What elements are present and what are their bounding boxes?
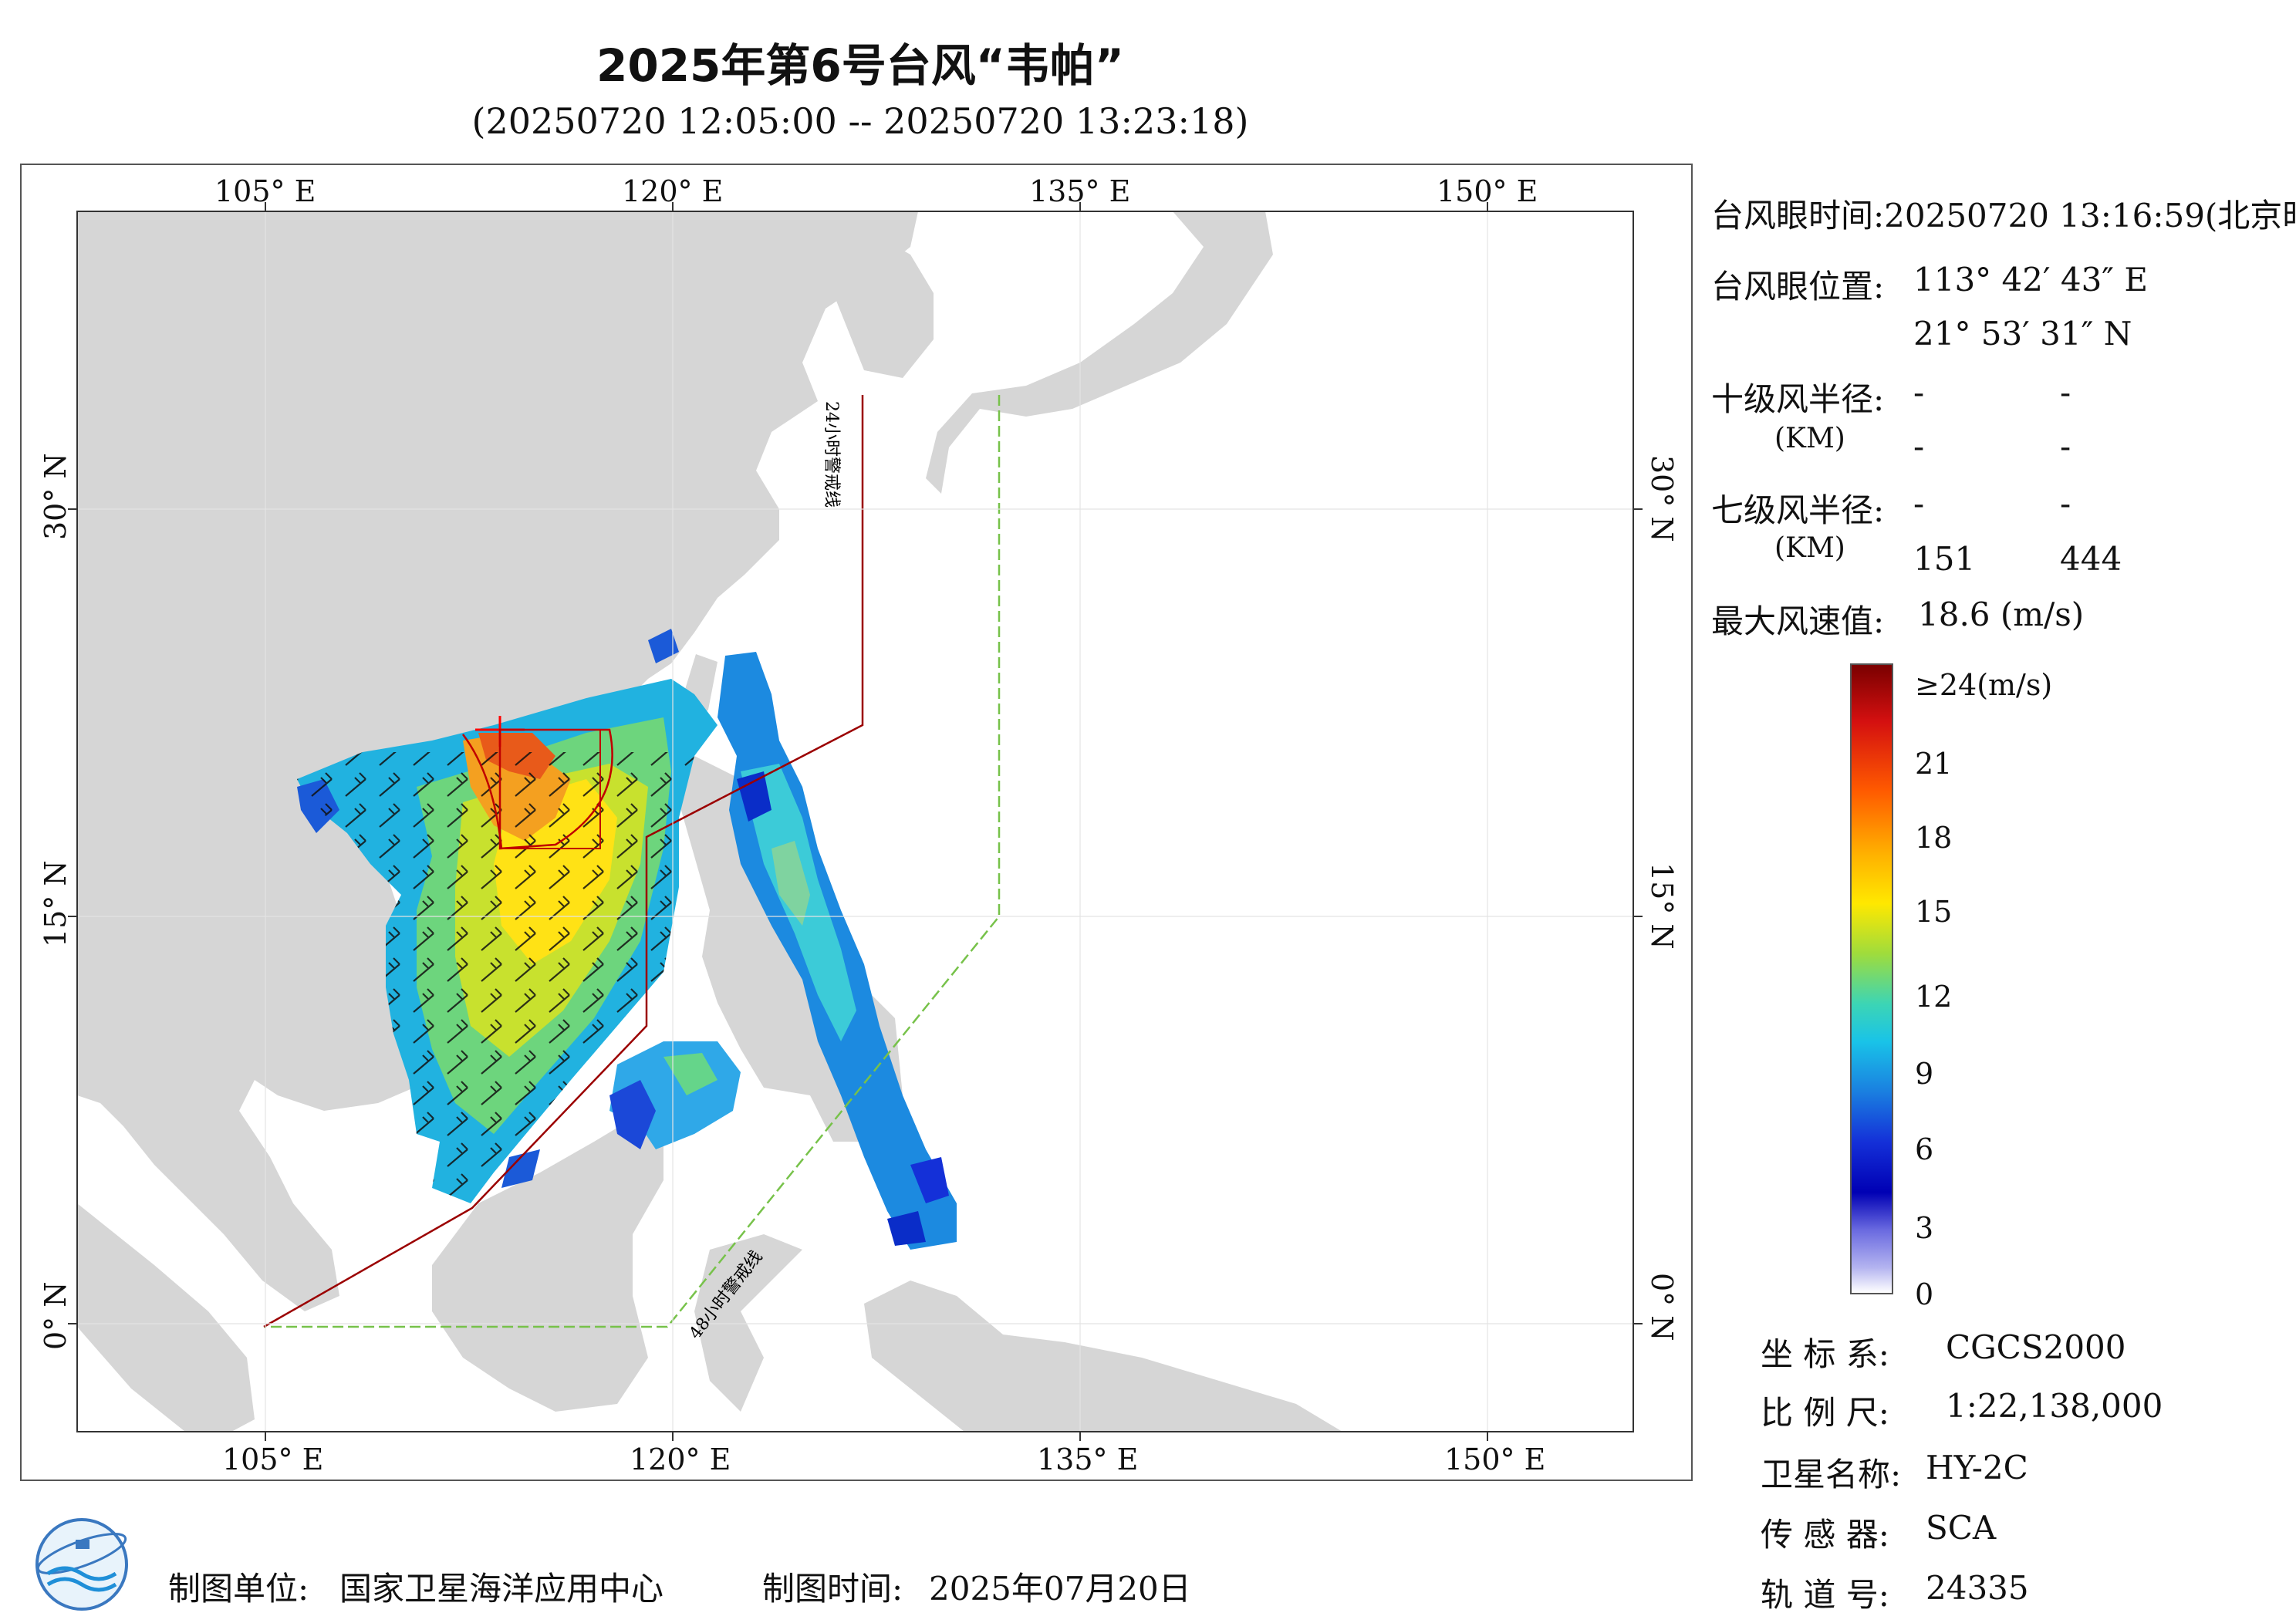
r7-label: 七级风半径: xyxy=(1711,491,1885,529)
colorbar-label-0: 0 xyxy=(1915,1277,1934,1311)
lon-tick-bottom-150: 150° E xyxy=(1444,1442,1546,1476)
r7-value-ne: - xyxy=(1913,484,1925,522)
satellite-value: HY-2C xyxy=(1926,1449,2028,1486)
map-title: 2025年第6号台风“韦帕” xyxy=(596,39,1125,92)
lon-tick-top-135: 135° E xyxy=(1029,174,1131,208)
lat-tick-right-15: 15° N xyxy=(1645,862,1679,950)
r10-unit: (KM) xyxy=(1774,423,1845,454)
production-date-label: 制图时间: xyxy=(762,1570,903,1608)
r7-value-se: - xyxy=(2060,484,2071,522)
colorbar-label-21: 21 xyxy=(1915,747,1953,781)
satellite-label: 卫星名称: xyxy=(1761,1456,1902,1493)
r10-value-nw: - xyxy=(2060,427,2071,465)
tick-marks xyxy=(68,202,1643,1441)
max-wind-value: 18.6 (m/s) xyxy=(1918,596,2085,633)
warning-line-24h-label: 24小时警戒线 xyxy=(822,401,841,508)
r10-value-se: - xyxy=(2060,373,2071,411)
eye-lat-value: 21° 53′ 31″ N xyxy=(1913,315,2132,353)
colorbar-label-18: 18 xyxy=(1915,821,1953,855)
lat-tick-right-30: 30° N xyxy=(1645,455,1679,542)
colorbar-label-6: 6 xyxy=(1915,1132,1934,1166)
producer-label: 制图单位: xyxy=(168,1570,309,1608)
eye-time-value: 20250720 13:16:59(北京时) xyxy=(1884,197,2296,235)
lat-tick-right-0: 0° N xyxy=(1645,1273,1679,1341)
borneo-island xyxy=(432,1119,663,1412)
warning-line-24h xyxy=(263,395,864,1328)
eye-time-row: 台风眼时间:20250720 13:16:59(北京时) xyxy=(1711,190,2296,237)
sulawesi-island xyxy=(694,1234,802,1412)
lon-tick-top-150: 150° E xyxy=(1437,174,1538,208)
production-date-value: 2025年07月20日 xyxy=(929,1570,1191,1608)
sensor-value: SCA xyxy=(1926,1509,1997,1547)
map-frame xyxy=(20,164,1693,1481)
orbit-label: 轨 道 号: xyxy=(1761,1576,1889,1614)
colorbar-label-12: 12 xyxy=(1915,980,1953,1014)
r10-value-sw: - xyxy=(1913,427,1925,465)
colorbar-label-15: 15 xyxy=(1915,895,1953,929)
nsoas-logo xyxy=(35,1518,128,1611)
scale-label: 比 例 尺: xyxy=(1761,1394,1889,1432)
eye-position-label: 台风眼位置: xyxy=(1711,268,1885,305)
producer-value: 国家卫星海洋应用中心 xyxy=(339,1570,664,1608)
lon-tick-bottom-135: 135° E xyxy=(1037,1442,1139,1476)
r7-unit: (KM) xyxy=(1774,532,1845,564)
colorbar-label-3: 3 xyxy=(1915,1211,1934,1245)
asia-mainland xyxy=(77,211,918,1311)
max-wind-row: 最大风速值: 18.6 (m/s) xyxy=(1711,596,2084,643)
typhoon-eye-marker xyxy=(462,716,613,850)
japan-islands xyxy=(926,211,1273,494)
graticule xyxy=(77,211,1633,1432)
lon-tick-bottom-105: 105° E xyxy=(222,1442,324,1476)
lon-tick-top-120: 120° E xyxy=(622,174,724,208)
wind-swath-sulu-sea xyxy=(609,1041,741,1149)
crs-value: CGCS2000 xyxy=(1946,1328,2126,1366)
lat-tick-left-30: 30° N xyxy=(39,453,73,540)
korean-peninsula xyxy=(833,224,934,378)
sumatra-island xyxy=(77,1203,255,1432)
eye-lon-value: 113° 42′ 43″ E xyxy=(1913,261,2148,299)
r7-value-sw: 151 xyxy=(1913,540,1976,578)
sensor-label: 传 感 器: xyxy=(1761,1516,1889,1554)
colorbar-label-9: 9 xyxy=(1915,1057,1934,1091)
r10-value-ne: - xyxy=(1913,373,1925,411)
scale-value: 1:22,138,000 xyxy=(1946,1387,2163,1425)
wind-speed-colorbar xyxy=(1850,663,1893,1294)
new-guinea-island xyxy=(864,1281,1342,1432)
colorbar-label-24: ≥24(m/s) xyxy=(1915,668,2053,702)
max-wind-label: 最大风速值: xyxy=(1711,602,1885,640)
r7-value-nw: 444 xyxy=(2060,540,2122,578)
time-range-subtitle: (20250720 12:05:00 -- 20250720 13:23:18) xyxy=(471,100,1249,142)
warning-line-48h xyxy=(264,395,1001,1328)
eye-time-label: 台风眼时间: xyxy=(1711,197,1885,235)
r10-label: 十级风半径: xyxy=(1711,380,1885,418)
lat-tick-left-15: 15° N xyxy=(39,860,73,947)
lon-tick-bottom-120: 120° E xyxy=(630,1442,731,1476)
map-border xyxy=(76,211,1634,1432)
wind-swath-philippine-sea xyxy=(718,652,957,1250)
orbit-value: 24335 xyxy=(1926,1569,2029,1607)
eye-position-row: 台风眼位置: 113° 42′ 43″ E xyxy=(1711,261,2148,308)
lon-tick-top-105: 105° E xyxy=(214,174,316,208)
lat-tick-left-0: 0° N xyxy=(39,1281,73,1350)
crs-label: 坐 标 系: xyxy=(1761,1335,1889,1373)
